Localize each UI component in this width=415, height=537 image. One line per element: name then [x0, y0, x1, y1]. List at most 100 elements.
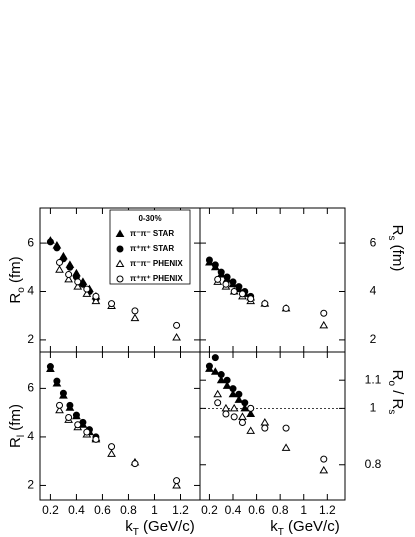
label-rest: (fm)	[7, 256, 24, 287]
y-tick-label: 1.1	[365, 372, 382, 386]
legend-marker	[115, 259, 125, 267]
point	[59, 389, 67, 397]
point	[223, 376, 231, 384]
y-tick-label: 2	[27, 332, 34, 346]
plot-frame	[199, 351, 346, 501]
point	[211, 261, 219, 269]
point	[213, 389, 223, 398]
axis-label: Rl (fm)	[7, 404, 27, 448]
point	[46, 238, 54, 246]
point	[82, 289, 92, 297]
label-main: R	[389, 225, 406, 236]
label-sub: T	[133, 527, 139, 537]
point	[240, 403, 250, 412]
label-rest: (fm)	[7, 404, 24, 435]
point	[92, 435, 100, 443]
y-tick-label: 6	[27, 235, 34, 249]
point	[74, 421, 82, 429]
legend-box	[109, 209, 191, 285]
point	[131, 460, 139, 468]
point	[210, 367, 220, 375]
point	[73, 282, 83, 290]
legend-marker	[116, 275, 124, 283]
axis-label: Ro / Rs	[386, 370, 406, 415]
point	[108, 443, 116, 451]
label-sub: T	[278, 527, 284, 537]
y-tick-label: 6	[370, 235, 377, 249]
point	[83, 428, 91, 436]
point	[55, 405, 64, 414]
point	[246, 409, 256, 418]
point	[65, 414, 73, 422]
point	[247, 295, 255, 303]
point	[247, 404, 255, 412]
point	[261, 424, 269, 432]
point	[91, 296, 101, 305]
x-tick-label: 1	[151, 503, 158, 517]
label-main: R	[7, 437, 24, 448]
label-sub: s	[386, 409, 397, 414]
point	[229, 403, 239, 412]
label-rest: / R	[389, 386, 406, 410]
point	[74, 278, 82, 286]
label-rest: (GeV/c)	[139, 518, 195, 535]
label-main: k	[270, 518, 278, 535]
label-sub: s	[386, 236, 397, 241]
legend-label: π⁺π⁺ PHENIX	[130, 274, 183, 283]
legend-marker	[116, 245, 124, 253]
point	[229, 385, 237, 393]
x-tick-label: 0.4	[225, 503, 242, 517]
point	[261, 300, 269, 308]
legend-label: π⁻π⁻ STAR	[130, 229, 174, 238]
label-rest: (fm)	[389, 241, 406, 272]
legend-marker	[115, 229, 125, 237]
point	[221, 403, 231, 412]
point	[223, 273, 231, 281]
x-tick-label: 0.6	[248, 503, 265, 517]
point	[222, 410, 230, 418]
point	[173, 321, 181, 329]
y-tick-label: 2	[27, 478, 34, 492]
axis-label: Ro (fm)	[7, 256, 27, 303]
x-tick-label: 1.2	[319, 503, 336, 517]
axis-label: kT (GeV/c)	[270, 518, 339, 537]
x-tick-label: 0.2	[201, 503, 218, 517]
point	[320, 309, 328, 317]
point	[172, 480, 181, 489]
point	[83, 285, 91, 293]
point	[214, 275, 222, 283]
x-tick-label: 0.6	[94, 503, 111, 517]
point	[260, 417, 270, 426]
x-tick-label: 1	[300, 503, 307, 517]
label-sub: o	[16, 287, 27, 293]
plot-frame	[199, 207, 346, 353]
x-tick-label: 0.8	[272, 503, 289, 517]
label-sub: l	[16, 435, 27, 437]
point	[246, 426, 256, 434]
point	[238, 418, 246, 426]
point	[65, 271, 73, 279]
point	[211, 354, 219, 362]
point	[92, 292, 100, 300]
y-tick-label: 4	[370, 284, 377, 298]
point	[46, 363, 54, 371]
label-rest: (GeV/c)	[284, 518, 340, 535]
point	[107, 449, 116, 457]
point	[230, 287, 238, 295]
x-tick-label: 0.4	[68, 503, 85, 517]
point	[282, 304, 290, 312]
x-tick-label: 0.8	[120, 503, 137, 517]
point	[282, 424, 290, 432]
point	[222, 381, 232, 389]
legend-label: π⁺π⁺ STAR	[130, 244, 174, 253]
x-tick-label: 1.2	[172, 503, 189, 517]
point	[56, 258, 64, 266]
label-main: R	[7, 293, 24, 304]
point	[172, 332, 181, 341]
y-tick-label: 2	[370, 332, 377, 346]
point	[53, 377, 61, 385]
point	[319, 320, 329, 329]
point	[56, 401, 64, 409]
point	[214, 399, 222, 407]
y-tick-label: 0.8	[365, 457, 382, 471]
